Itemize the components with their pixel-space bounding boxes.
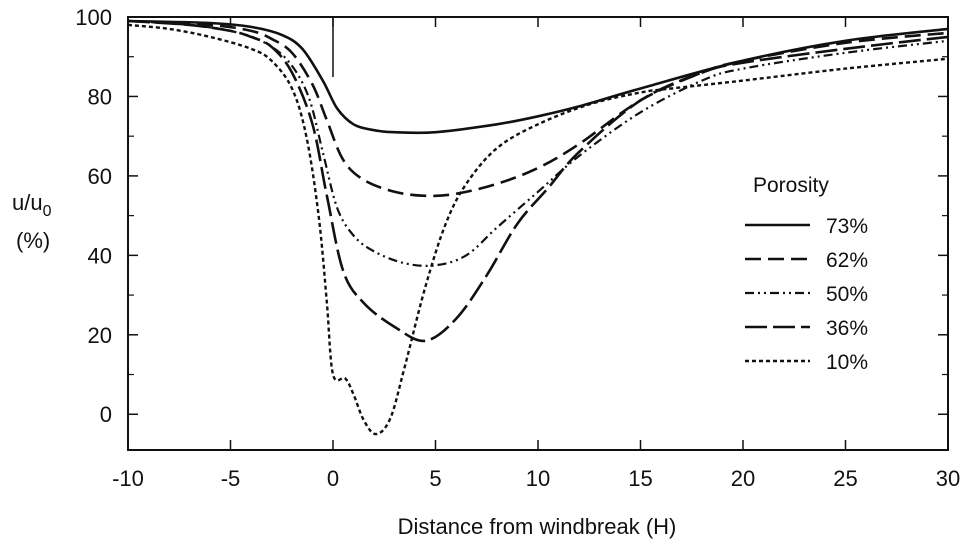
series-line-62-pct xyxy=(127,19,949,198)
y-tick-label: 0 xyxy=(100,402,112,427)
x-axis-title: Distance from windbreak (H) xyxy=(398,514,677,539)
y-axis-unit: (%) xyxy=(16,228,50,253)
legend-title: Porosity xyxy=(753,174,829,197)
legend-label-62-pct: 62% xyxy=(826,249,868,272)
axis-ticks xyxy=(127,16,949,450)
y-tick-label: 100 xyxy=(75,5,112,30)
legend-label-73-pct: 73% xyxy=(826,215,868,238)
series-line-36-pct xyxy=(127,19,949,343)
x-tick-labels: -10 -5 0 5 10 15 20 25 30 xyxy=(112,466,960,491)
plot-frame xyxy=(127,16,949,451)
x-tick-label: 30 xyxy=(936,466,960,491)
x-tick-label: 25 xyxy=(833,466,857,491)
legend-label-50-pct: 50% xyxy=(826,283,868,306)
y-tick-label: 20 xyxy=(88,323,112,348)
legend-label-36-pct: 36% xyxy=(826,317,868,340)
x-tick-label: 10 xyxy=(526,466,550,491)
x-tick-label: -5 xyxy=(221,466,241,491)
x-tick-label: 15 xyxy=(628,466,652,491)
y-axis-title-subscript: 0 xyxy=(43,203,52,220)
y-tick-label: 60 xyxy=(88,164,112,189)
y-tick-label: 80 xyxy=(88,84,112,109)
series-lines xyxy=(127,19,949,436)
y-axis-title: u/u0 xyxy=(12,190,52,220)
x-tick-label: 20 xyxy=(731,466,755,491)
x-tick-label: 5 xyxy=(429,466,441,491)
x-tick-label: -10 xyxy=(112,466,144,491)
legend-items: 73% 62% 50% 36% 10% xyxy=(745,215,868,374)
legend: Porosity 73% 62% 50% 36% 10% xyxy=(745,174,868,374)
y-tick-labels: 0 20 40 60 80 100 xyxy=(75,5,112,427)
y-tick-label: 40 xyxy=(88,243,112,268)
series-line-50-pct xyxy=(127,19,949,267)
x-tick-label: 0 xyxy=(327,466,339,491)
y-axis-title-main: u/u xyxy=(12,190,43,215)
series-line-10-pct xyxy=(127,23,949,436)
legend-label-10-pct: 10% xyxy=(826,351,868,374)
